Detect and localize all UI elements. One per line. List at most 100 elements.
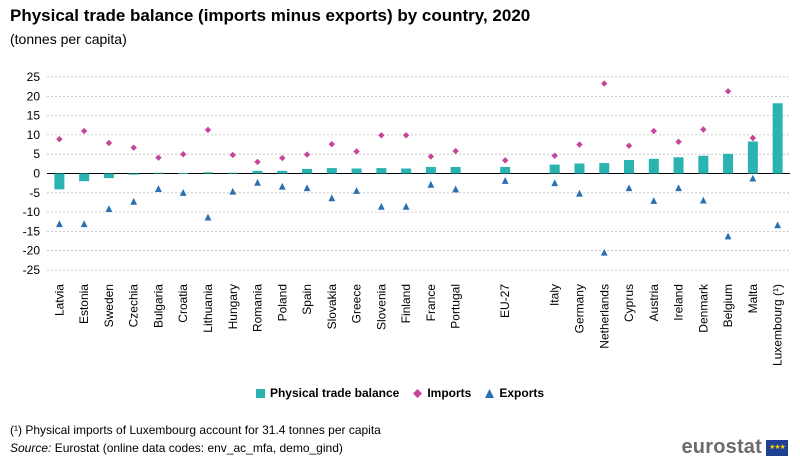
export-marker-4 [155,185,162,192]
import-marker-3 [130,144,137,151]
x-tick-label: Latvia [52,284,66,316]
export-marker-13 [377,202,385,210]
import-marker-7 [229,151,236,159]
export-marker-9 [278,182,286,190]
footnote: (¹) Physical imports of Luxembourg accou… [10,423,381,437]
import-marker-2 [105,139,113,147]
bar-2 [103,173,114,179]
export-marker-20 [551,179,559,187]
legend-balance-swatch [255,388,265,398]
bar-29 [772,103,783,174]
import-marker-0 [56,135,63,143]
x-tick-label: Slovakia [325,284,339,330]
x-tick-label: Italy [548,284,562,306]
x-tick-label: Netherlands [597,284,611,349]
x-tick-label: Belgium [721,284,735,327]
import-marker-15 [427,153,435,160]
x-tick-label: Slovenia [374,284,388,330]
legend-item-balance: Physical trade balance [255,386,400,400]
import-marker-21 [576,141,583,148]
export-marker-22 [600,248,608,256]
y-tick-label: -25 [23,263,41,277]
x-tick-label: Sweden [102,284,116,327]
import-marker-14 [402,132,410,139]
bar-7 [227,172,238,174]
export-marker-6 [204,213,212,221]
legend-item-exports: Exports [485,386,544,400]
x-tick-label: Cyprus [622,284,636,322]
import-marker-27 [724,88,732,95]
import-marker-25 [675,138,682,146]
bar-9 [277,170,288,174]
y-tick-label: -15 [23,224,41,238]
legend-exports-label: Exports [499,386,545,400]
x-tick-label: Greece [350,284,364,324]
export-marker-25 [675,184,682,192]
export-marker-15 [427,180,435,188]
export-marker-2 [105,205,113,213]
import-marker-23 [625,142,633,149]
export-marker-3 [130,197,138,205]
source-label: Source: [10,441,52,455]
export-marker-28 [749,174,757,182]
chart-legend: Physical trade balance Imports Exports [0,386,800,400]
bar-4 [153,172,164,174]
legend-imports-label: Imports [427,386,472,400]
legend-exports-triangle-icon [485,388,495,398]
import-marker-9 [279,154,286,162]
chart-subtitle: (tonnes per capita) [10,31,127,47]
chart-title: Physical trade balance (imports minus ex… [10,6,531,25]
import-marker-4 [155,154,162,161]
legend-item-imports: Imports [413,386,471,400]
x-tick-label: Croatia [176,284,190,323]
x-tick-label: Luxembourg (¹) [771,284,785,366]
import-marker-11 [328,140,336,148]
bar-26 [698,155,709,174]
import-marker-12 [353,148,360,155]
export-marker-10 [303,184,311,192]
export-marker-18 [501,177,509,184]
y-tick-label: 10 [27,128,41,142]
legend-imports-diamond-icon [413,388,423,398]
x-tick-label: Denmark [696,283,710,333]
export-marker-21 [576,189,583,197]
eurostat-logo-text: eurostat [681,436,762,458]
import-marker-20 [551,152,558,159]
y-tick-label: 25 [27,70,41,84]
import-marker-8 [254,158,261,166]
y-tick-label: -5 [29,186,40,200]
import-marker-13 [378,132,385,139]
bar-27 [723,153,734,174]
bar-16 [450,166,461,174]
import-marker-6 [204,126,212,134]
x-tick-label: Hungary [226,284,240,329]
export-marker-27 [724,232,732,240]
bar-14 [401,168,412,174]
y-tick-label: 5 [33,147,40,161]
x-tick-label: Finland [399,284,413,323]
import-marker-24 [650,127,657,135]
bar-10 [302,168,313,174]
import-marker-16 [452,147,459,155]
export-marker-16 [452,185,460,193]
bar-8 [252,170,263,174]
export-marker-0 [55,220,63,228]
export-marker-29 [774,221,782,229]
bar-21 [574,163,585,174]
import-marker-1 [80,127,88,135]
y-tick-label: 15 [27,109,41,123]
x-tick-label: Ireland [672,284,686,321]
legend-balance-label: Physical trade balance [269,386,400,400]
bar-6 [202,172,213,174]
bar-5 [178,173,189,174]
y-tick-label: 20 [27,89,41,103]
bar-25 [673,157,684,174]
bar-0 [54,173,65,190]
import-marker-22 [601,80,608,87]
bar-1 [79,173,90,182]
bar-12 [351,168,362,174]
source-note: Source: Eurostat (online data codes: env… [10,441,343,455]
export-marker-24 [650,197,658,204]
bar-22 [599,163,610,174]
bar-28 [747,141,758,174]
